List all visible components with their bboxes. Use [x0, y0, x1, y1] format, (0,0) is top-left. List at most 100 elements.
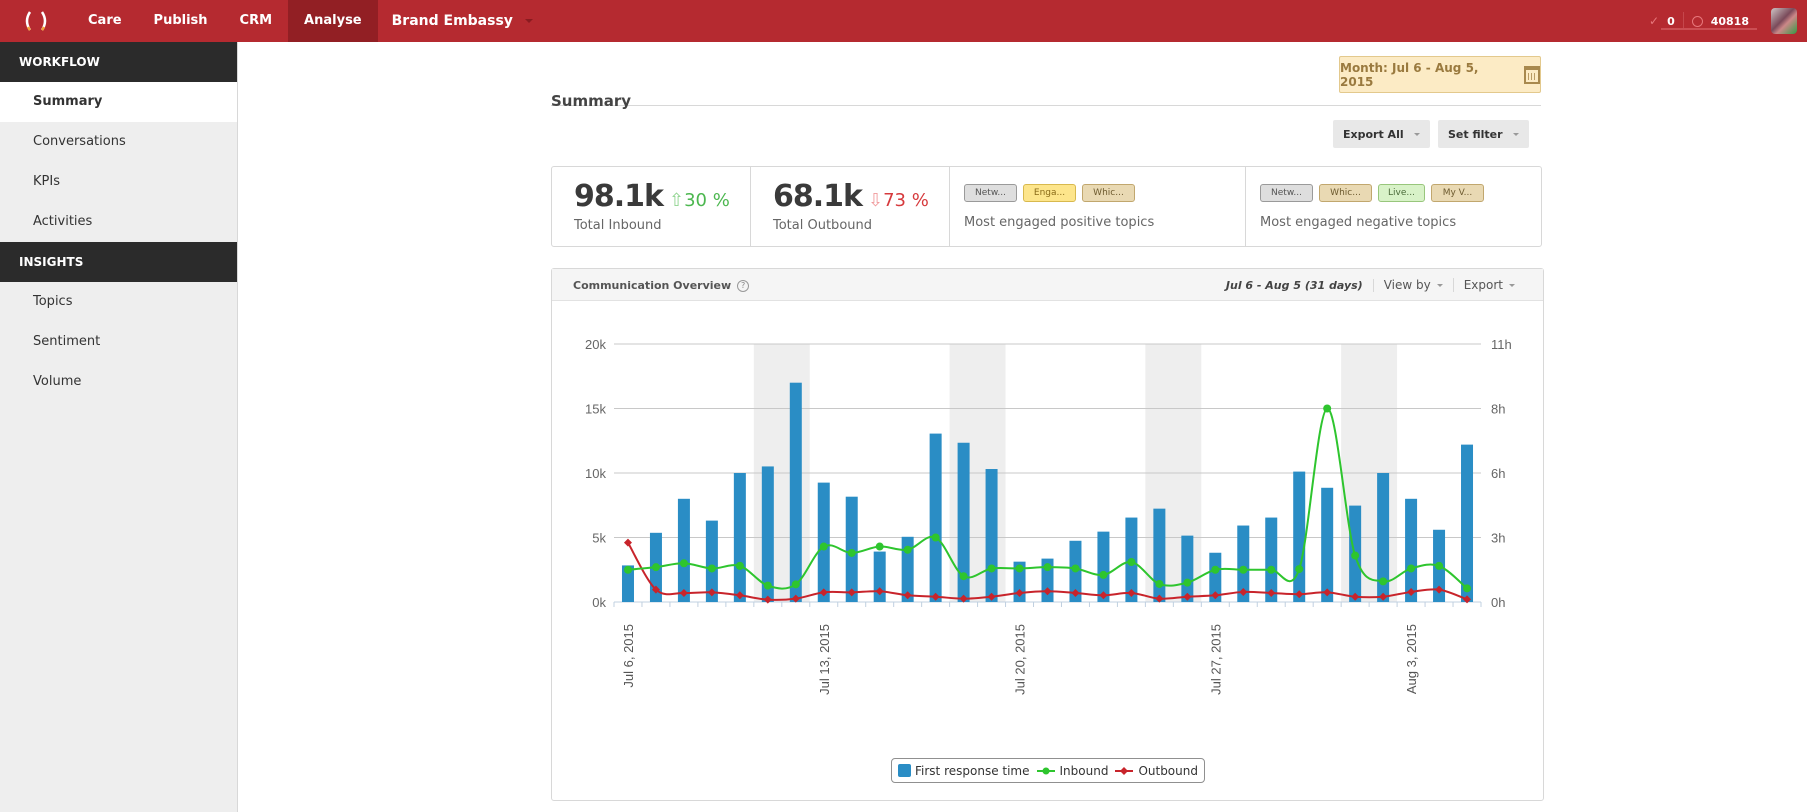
point-inbound [1295, 565, 1304, 574]
export-label: Export [1463, 278, 1503, 292]
brand-selector[interactable]: Brand Embassy [378, 13, 547, 29]
point-inbound [819, 542, 828, 551]
inbound-label: Total Inbound [574, 218, 662, 233]
legend-inbound[interactable]: Inbound [1036, 764, 1108, 778]
help-icon[interactable]: ? [737, 279, 750, 292]
resolved-count[interactable]: 0 [1667, 14, 1675, 28]
point-inbound [1407, 564, 1416, 573]
legend-first-response[interactable]: First response time [898, 764, 1030, 778]
checkmark-icon: ✓ [1649, 14, 1660, 28]
sidebar-item-topics[interactable]: Topics [33, 294, 73, 309]
point-outbound [679, 588, 688, 597]
point-inbound [987, 564, 996, 573]
point-inbound [735, 561, 744, 570]
bar-first-response [1209, 552, 1222, 602]
bar-first-response [705, 520, 718, 602]
user-avatar[interactable] [1771, 8, 1797, 34]
chevron-down-icon [1413, 132, 1420, 136]
panel-title: Communication Overview [573, 279, 732, 292]
topic-tag[interactable]: Whic... [1319, 184, 1372, 202]
point-inbound [1043, 563, 1052, 572]
point-outbound [1407, 587, 1416, 596]
legend-outbound-swatch [1115, 766, 1134, 775]
topic-tag[interactable]: Netw... [1260, 184, 1313, 202]
point-inbound [1155, 579, 1164, 588]
point-outbound [1435, 585, 1444, 594]
date-range-button[interactable]: Month: Jul 6 - Aug 5, 2015 [1339, 56, 1541, 93]
legend-bar-swatch [898, 764, 911, 777]
topic-tag[interactable]: Live... [1378, 184, 1425, 202]
chevron-down-icon [524, 19, 533, 23]
communication-chart: 0k 0h 5k 3h 10k 6h 15k 8h 20k 11h Jul 6, 2015 Jul 1… [585, 337, 1512, 695]
point-outbound [1071, 588, 1080, 597]
positive-topics-card: Netw... Enga... Whic... Most engaged pos… [950, 167, 1246, 246]
inbound-value: 98.1k [574, 179, 664, 214]
nav-analyse[interactable]: Analyse [288, 0, 378, 42]
stat-total-inbound[interactable]: 98.1k ⇧30 % Total Inbound [552, 167, 751, 246]
stat-total-outbound[interactable]: 68.1k ⇩73 % Total Outbound [751, 167, 950, 246]
bar-first-response [817, 482, 830, 602]
point-inbound [1351, 551, 1360, 560]
x-tick-label: Aug 3, 2015 [1404, 624, 1419, 694]
point-outbound [763, 595, 772, 604]
point-inbound [959, 572, 968, 581]
outbound-label: Total Outbound [773, 218, 872, 233]
set-filter-label: Set filter [1448, 127, 1503, 141]
outbound-change: 73 % [883, 190, 929, 211]
calendar-icon [1524, 65, 1540, 84]
point-inbound [763, 581, 772, 590]
point-outbound [987, 592, 996, 601]
inbound-change: 30 % [684, 190, 730, 211]
export-all-button[interactable]: Export All [1333, 120, 1430, 148]
y-left-tick-label: 0k [592, 595, 606, 610]
nav-crm[interactable]: CRM [239, 13, 273, 28]
point-inbound [679, 559, 688, 568]
set-filter-button[interactable]: Set filter [1438, 120, 1529, 148]
topic-tag[interactable]: Whic... [1082, 184, 1135, 202]
point-inbound [1323, 404, 1332, 413]
view-by-dropdown[interactable]: View by [1374, 278, 1453, 292]
nav-care[interactable]: Care [88, 13, 122, 28]
y-left-tick-label: 15k [585, 402, 606, 417]
negative-topics-label: Most engaged negative topics [1260, 215, 1457, 230]
point-outbound [931, 592, 940, 601]
legend-outbound[interactable]: Outbound [1114, 764, 1198, 778]
export-dropdown[interactable]: Export [1452, 278, 1525, 292]
sidebar-item-conversations[interactable]: Conversations [33, 134, 126, 149]
view-by-label: View by [1383, 278, 1431, 292]
sidebar-item-kpis[interactable]: KPIs [33, 174, 60, 189]
chart-legend: First response time Inbound Outbound [891, 758, 1205, 783]
point-inbound [1379, 577, 1388, 586]
sidebar-item-sentiment[interactable]: Sentiment [33, 334, 101, 349]
nav-publish[interactable]: Publish [153, 13, 208, 28]
bar-first-response [677, 498, 690, 602]
bar-first-response [1293, 471, 1306, 602]
bar-first-response [957, 442, 970, 602]
point-inbound [903, 545, 912, 554]
arrow-up-icon: ⇧ [668, 190, 685, 211]
sidebar-item-summary[interactable]: Summary [0, 82, 237, 122]
topic-tag[interactable]: Enga... [1023, 184, 1076, 202]
point-outbound [1015, 588, 1024, 597]
bar-first-response [901, 536, 914, 602]
divider [1682, 12, 1684, 30]
sidebar-item-volume[interactable]: Volume [33, 374, 82, 389]
top-navigation-bar: Care Publish CRM Analyse Brand Embassy ✓… [0, 0, 1807, 42]
point-inbound [651, 563, 660, 572]
point-outbound [1155, 594, 1164, 603]
legend-label: Outbound [1138, 763, 1198, 778]
point-outbound [651, 585, 660, 594]
topic-tag[interactable]: Netw... [964, 184, 1017, 202]
point-outbound [1351, 592, 1360, 601]
sidebar-item-activities[interactable]: Activities [33, 214, 93, 229]
bar-first-response [621, 565, 634, 602]
y-left-tick-label: 20k [585, 337, 606, 352]
x-tick-label: Jul 20, 2015 [1013, 624, 1028, 695]
point-outbound [1323, 588, 1332, 597]
arrow-down-icon: ⇩ [867, 190, 884, 211]
pending-count[interactable]: 40818 [1710, 14, 1749, 28]
topic-tag[interactable]: My V... [1431, 184, 1484, 202]
point-outbound [1043, 587, 1052, 596]
brand-logo-icon[interactable] [0, 0, 72, 42]
page-title: Summary [551, 92, 632, 110]
